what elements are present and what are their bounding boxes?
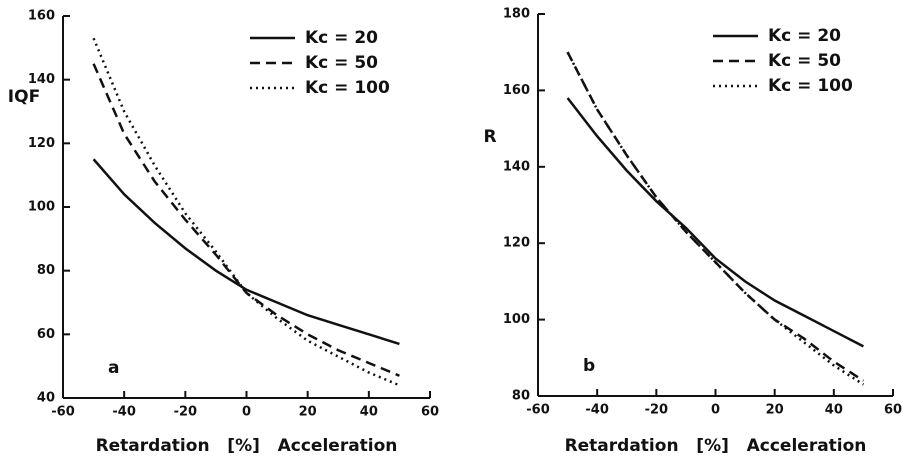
y-tick-label: 80 [512,389,530,404]
x-tick-label: -40 [585,403,609,418]
y-tick-label: 40 [37,391,55,406]
y-tick-label: 100 [28,200,55,215]
y-axis-label: R [483,127,496,147]
y-tick-label: 160 [28,9,55,24]
y-tick-label: 180 [503,7,530,22]
x-tick-label: 0 [242,405,251,420]
legend-label: Kc = 50 [305,53,378,73]
x-tick-label: 20 [299,405,317,420]
legend-label: Kc = 100 [768,76,853,96]
y-tick-label: 140 [503,159,530,174]
panel-label: a [108,358,119,378]
series-line [92,63,400,377]
x-tick-label: 60 [884,403,902,418]
y-tick-label: 100 [503,312,530,327]
x-tick-label: 40 [825,403,843,418]
y-tick-label: 160 [503,83,530,98]
series-line [92,158,400,346]
x-tick-label: -60 [526,403,550,418]
y-tick-label: 120 [28,136,55,151]
x-axis-label: Retardation [%] Acceleration [565,436,867,456]
y-tick-label: 120 [503,236,530,251]
legend-label: Kc = 50 [768,51,841,71]
series-line [92,37,400,387]
x-tick-label: 40 [360,405,378,420]
y-tick-label: 60 [37,327,55,342]
y-tick-label: 80 [37,263,55,278]
x-tick-label: -20 [174,405,198,420]
x-tick-label: 20 [766,403,784,418]
y-tick-label: 140 [28,72,55,87]
series-line [566,51,865,386]
series-line [566,51,865,382]
y-axis-label: IQF [8,87,40,107]
legend-label: Kc = 20 [305,28,378,48]
x-tick-label: -20 [645,403,669,418]
legend-label: Kc = 100 [305,78,390,98]
legend-label: Kc = 20 [768,26,841,46]
series-line [566,97,864,348]
x-axis-label: Retardation [%] Acceleration [96,436,398,456]
x-tick-label: 0 [711,403,720,418]
x-tick-label: -60 [51,405,75,420]
x-tick-label: 60 [421,405,439,420]
x-tick-label: -40 [112,405,136,420]
panel-label: b [583,356,595,376]
